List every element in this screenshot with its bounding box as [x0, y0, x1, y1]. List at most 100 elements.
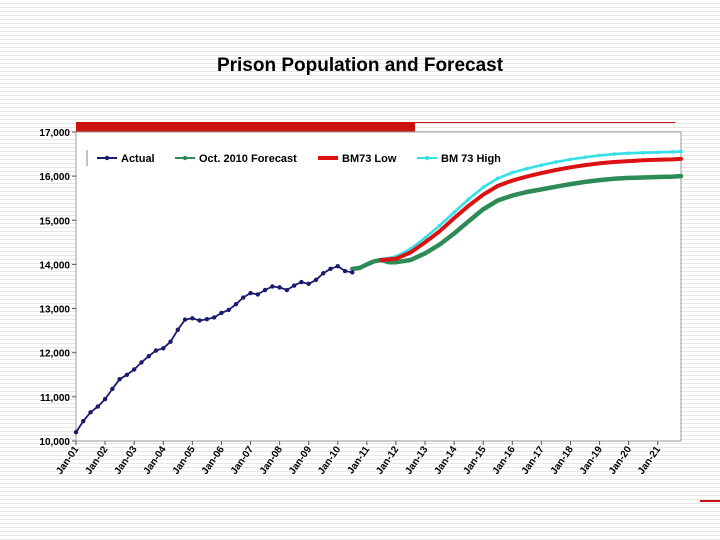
data-point: [626, 151, 631, 155]
data-point: [510, 193, 515, 198]
data-point: [679, 149, 683, 154]
data-point: [153, 348, 159, 353]
legend-label: Actual: [121, 153, 155, 165]
x-tick-label: Jan-09: [287, 444, 314, 477]
data-point: [350, 267, 355, 271]
x-tick-label: Jan-02: [83, 444, 110, 477]
data-point: [110, 386, 115, 392]
side-rule: [700, 500, 720, 502]
x-tick-label: Jan-04: [142, 444, 169, 477]
data-point: [597, 178, 602, 182]
data-point: [146, 354, 151, 359]
data-point: [670, 150, 675, 154]
x-tick-label: Jan-05: [171, 444, 198, 477]
data-point: [284, 287, 290, 293]
legend-label: BM 73 High: [441, 153, 501, 165]
data-point: [452, 231, 456, 236]
slide-title: Prison Population and Forecast: [216, 55, 504, 76]
x-tick-label: Jan-11: [345, 444, 372, 476]
data-point: [182, 317, 188, 322]
data-point: [328, 266, 333, 272]
x-tick-label: Jan-15: [461, 444, 488, 477]
data-point: [641, 150, 645, 155]
plot-area: [75, 131, 682, 442]
data-point: [597, 153, 602, 158]
data-point: [88, 410, 93, 415]
data-point: [655, 175, 660, 179]
data-point: [583, 155, 587, 159]
data-point: [466, 219, 471, 223]
x-tick-label: Jan-12: [374, 444, 401, 477]
data-point: [568, 157, 573, 162]
data-point: [481, 207, 486, 212]
data-point: [437, 242, 442, 247]
data-point: [554, 184, 558, 189]
x-tick-label: Jan-21: [636, 444, 663, 477]
data-point: [357, 266, 362, 270]
y-tick-label: 17,000: [39, 128, 70, 139]
x-tick-label: Jan-19: [578, 444, 605, 477]
data-point: [495, 198, 500, 203]
x-tick-label: Jan-01: [54, 444, 81, 477]
legend-marker: [104, 155, 110, 161]
y-tick-label: 13,000: [39, 305, 70, 316]
data-point: [626, 176, 631, 180]
data-point: [510, 170, 515, 175]
series-line: [380, 150, 683, 261]
x-tick-label: Jan-20: [607, 444, 634, 477]
x-tick-label: Jan-14: [432, 444, 459, 477]
y-tick-label: 12,000: [39, 349, 70, 360]
data-point: [679, 174, 683, 178]
data-point: [568, 182, 573, 186]
data-point: [342, 268, 348, 274]
data-point: [394, 260, 398, 265]
data-point: [495, 176, 500, 181]
data-point: [466, 197, 471, 201]
x-tick-label: Jan-10: [316, 444, 343, 477]
data-point: [670, 174, 675, 179]
data-point: [655, 150, 660, 155]
y-tick-label: 16,000: [39, 172, 70, 183]
data-point: [131, 367, 137, 372]
x-tick-label: Jan-03: [112, 444, 139, 477]
x-tick-label: Jan-17: [520, 444, 547, 477]
data-point: [554, 160, 558, 164]
data-point: [539, 187, 544, 192]
data-point: [641, 175, 645, 180]
data-point: [372, 259, 376, 264]
data-point: [73, 429, 79, 435]
data-point: [262, 287, 268, 293]
data-point: [437, 223, 442, 228]
data-point: [423, 236, 427, 240]
data-point: [102, 396, 108, 402]
legend-label: BM73 Low: [342, 153, 397, 165]
data-point: [539, 163, 544, 167]
data-point: [95, 404, 101, 409]
data-point: [81, 418, 86, 424]
y-tick-label: 14,000: [39, 260, 70, 271]
accent-line: [415, 122, 675, 123]
x-tick-label: Jan-08: [258, 444, 285, 477]
data-point: [219, 310, 224, 316]
data-point: [168, 339, 173, 344]
data-point: [190, 316, 195, 321]
data-point: [452, 210, 456, 215]
data-point: [299, 279, 304, 285]
data-point: [313, 277, 319, 283]
data-point: [350, 270, 355, 275]
data-point: [481, 185, 486, 189]
data-point: [241, 295, 246, 300]
y-tick-label: 10,000: [39, 437, 70, 448]
x-tick-label: Jan-13: [403, 444, 430, 477]
data-point: [291, 283, 297, 288]
legend-label: Oct. 2010 Forecast: [199, 153, 297, 165]
data-point: [248, 290, 253, 296]
legend-marker: [424, 155, 430, 161]
data-point: [612, 152, 616, 156]
data-point: [583, 180, 587, 184]
data-point: [117, 377, 122, 382]
data-point: [124, 372, 130, 377]
accent-bar: [76, 122, 415, 132]
data-point: [365, 262, 369, 267]
y-tick-label: 15,000: [39, 216, 70, 227]
